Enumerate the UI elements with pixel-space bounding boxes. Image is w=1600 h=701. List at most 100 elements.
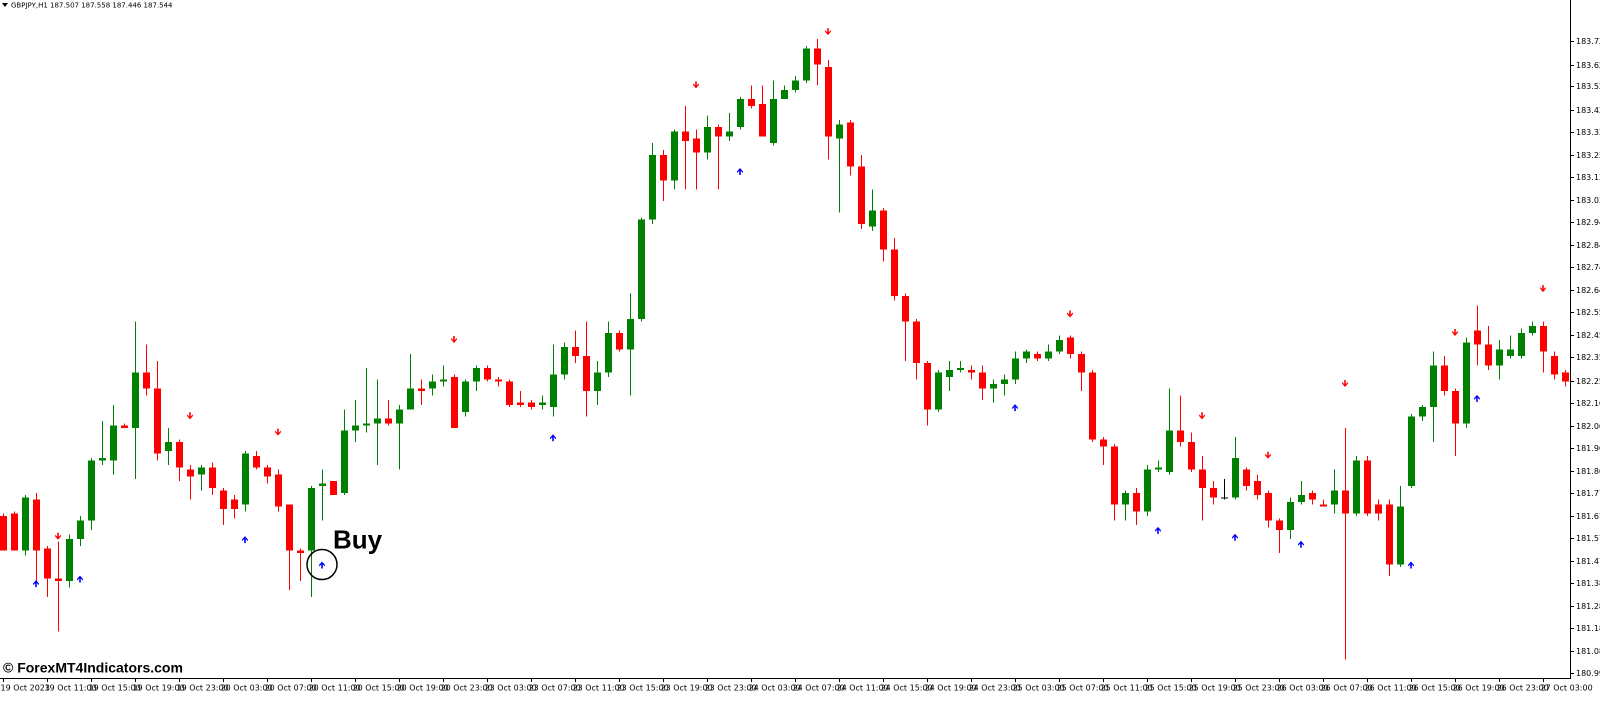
candle-body	[979, 372, 986, 389]
candle-body	[44, 548, 51, 579]
candle-body	[770, 99, 777, 144]
candle-body	[550, 374, 557, 408]
y-tick-label: 182.255	[1576, 377, 1600, 386]
candle-body	[737, 99, 744, 128]
candle-body	[1243, 469, 1250, 486]
sell-arrow	[55, 532, 61, 540]
y-tick-label: 182.060	[1576, 422, 1600, 431]
candle-body	[825, 66, 832, 137]
x-tick-label: 23 Oct 11:00	[573, 684, 625, 693]
candle-body	[649, 154, 656, 220]
candle-body	[99, 458, 106, 461]
candle-body	[1078, 353, 1085, 373]
candle-body	[594, 372, 601, 391]
y-tick-label: 181.865	[1576, 467, 1600, 476]
candle-body	[726, 131, 733, 137]
x-tick-label: 19 Oct 2023	[1, 684, 50, 693]
y-tick-label: 181.475	[1576, 557, 1600, 566]
candle-body	[781, 89, 788, 100]
y-tick-label: 182.840	[1576, 241, 1600, 250]
candle-body	[363, 423, 370, 426]
candle-body	[671, 131, 678, 181]
buy-arrow	[242, 536, 248, 544]
candle-body	[1452, 390, 1459, 424]
x-tick-label: 24 Oct 15:00	[881, 684, 933, 693]
candle-body	[1441, 365, 1448, 391]
candle-body	[880, 210, 887, 250]
candle-body	[506, 381, 513, 405]
annotation-circle	[306, 548, 338, 581]
candle-body	[1562, 372, 1569, 382]
x-tick-label: 20 Oct 15:00	[353, 684, 405, 693]
candle-body	[385, 418, 392, 424]
x-tick-label: 20 Oct 03:00	[221, 684, 273, 693]
candle-body	[1298, 495, 1305, 503]
candle-body	[583, 356, 590, 391]
chart-title: GBPJPY,H1 187.507 187.558 187.446 187.54…	[11, 2, 173, 10]
candle-body	[924, 363, 931, 410]
candle-body	[11, 513, 18, 551]
candle-body	[275, 474, 282, 507]
candle-body	[561, 346, 568, 375]
candle-body	[1067, 337, 1074, 354]
candle-body	[1199, 469, 1206, 489]
candle-body	[957, 367, 964, 371]
candle-body	[1287, 502, 1294, 530]
y-tick-label: 181.575	[1576, 534, 1600, 543]
candle-body	[968, 370, 975, 373]
candle-body	[341, 430, 348, 493]
candle-body	[1111, 446, 1118, 505]
candle-body	[88, 460, 95, 521]
y-tick-label: 183.330	[1576, 128, 1600, 137]
candle-body	[1474, 330, 1481, 345]
candle-body	[1386, 504, 1393, 565]
candle-body	[990, 383, 997, 389]
candle-body	[693, 138, 700, 153]
candle-body	[1518, 333, 1525, 357]
y-tick-label: 182.940	[1576, 218, 1600, 227]
y-tick-label: 181.380	[1576, 579, 1600, 588]
x-tick-label: 26 Oct 11:00	[1365, 684, 1417, 693]
x-tick-label: 23 Oct 03:00	[485, 684, 537, 693]
candle-body	[1320, 504, 1327, 507]
x-tick-label: 20 Oct 23:00	[441, 684, 493, 693]
candle-body	[572, 346, 579, 357]
candle-body	[1265, 492, 1272, 521]
candle-body	[792, 80, 799, 90]
x-tick-label: 26 Oct 15:00	[1409, 684, 1461, 693]
candle-body	[209, 467, 216, 489]
x-tick-label: 19 Oct 19:00	[133, 684, 185, 693]
candle-body	[407, 388, 414, 410]
candle-body	[484, 367, 491, 380]
candle-body	[165, 441, 172, 452]
candle-body	[187, 469, 194, 477]
candle-body	[440, 379, 447, 382]
candle-body	[451, 377, 458, 428]
candle-body	[1100, 439, 1107, 447]
candle-body	[176, 441, 183, 468]
candle-body	[759, 103, 766, 137]
buy-arrow	[319, 561, 325, 569]
candle-body	[1166, 430, 1173, 472]
buy-arrow	[1408, 561, 1414, 569]
buy-arrow	[1232, 533, 1238, 541]
candle-body	[1507, 349, 1514, 357]
x-tick-label: 26 Oct 19:00	[1453, 684, 1505, 693]
sell-arrow	[275, 428, 281, 436]
candle-body	[528, 402, 535, 408]
candle-body	[1188, 441, 1195, 470]
candle-body	[286, 504, 293, 551]
candle-body	[1485, 344, 1492, 366]
candle-body	[1276, 520, 1283, 530]
buy-arrow	[550, 434, 556, 442]
candle-body	[869, 210, 876, 227]
x-tick-label: 25 Oct 11:00	[1101, 684, 1153, 693]
sell-arrow	[1265, 451, 1271, 459]
sell-arrow	[693, 81, 699, 89]
y-tick-label: 181.770	[1576, 489, 1600, 498]
candle-body	[616, 333, 623, 350]
buy-arrow	[1012, 404, 1018, 412]
